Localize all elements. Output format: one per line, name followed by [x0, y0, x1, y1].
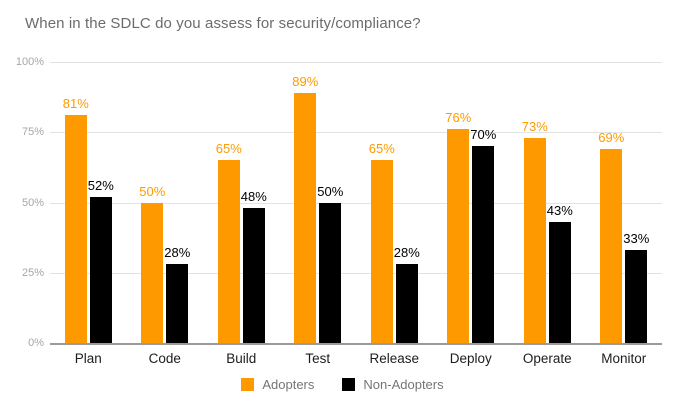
- bar-group-operate: 73% 43%: [509, 62, 586, 343]
- bar-group-test: 89% 50%: [280, 62, 357, 343]
- bar-value-label: 89%: [292, 73, 319, 89]
- legend-swatch-adopters: [241, 378, 255, 391]
- y-axis-tick-label: 100%: [15, 56, 44, 68]
- bar-value-label: 73%: [521, 118, 548, 134]
- bar-non-adopters-build[interactable]: 48%: [241, 189, 267, 343]
- bar-non-adopters-release[interactable]: 28%: [394, 245, 420, 343]
- y-axis-tick-label: 25%: [21, 266, 44, 279]
- bar-value-label: 65%: [368, 141, 395, 157]
- bar-value-label: 50%: [139, 183, 166, 199]
- bar-group-monitor: 69% 33%: [586, 62, 663, 343]
- bar-value-label: 43%: [546, 203, 573, 219]
- legend-label: Adopters: [262, 377, 315, 392]
- bar-group-build: 65% 48%: [203, 62, 280, 343]
- bar-value-label: 33%: [623, 231, 650, 247]
- bar-group-deploy: 76% 70%: [433, 62, 510, 343]
- plot-area: 81% 52% 50% 28% 65% 48% 89% 50% 65% 28% 76% 70% 73% 4…: [50, 62, 663, 345]
- bar-group-release: 65% 28%: [356, 62, 433, 343]
- bar-adopters-build[interactable]: 65%: [216, 141, 242, 343]
- bar-non-adopters-test[interactable]: 50%: [317, 184, 343, 343]
- x-axis-label-monitor: Monitor: [601, 351, 647, 366]
- x-axis-label-plan: Plan: [74, 351, 102, 366]
- bar-value-label: 28%: [164, 245, 191, 261]
- x-axis-label-release: Release: [369, 351, 420, 366]
- bar-value-label: 52%: [87, 177, 114, 193]
- bar-adopters-code[interactable]: 50%: [139, 184, 165, 343]
- gridline: [50, 132, 662, 134]
- y-axis-tick-label: 0%: [28, 337, 44, 349]
- x-axis-label-deploy: Deploy: [449, 351, 492, 366]
- bar-value-label: 50%: [317, 183, 344, 199]
- bar-value-label: 65%: [215, 141, 242, 157]
- bar-group-code: 50% 28%: [127, 62, 204, 343]
- gridline: [50, 272, 662, 274]
- x-axis-label-operate: Operate: [522, 351, 572, 366]
- legend: Adopters Non-Adopters: [0, 377, 685, 392]
- bar-group-plan: 81% 52%: [50, 62, 127, 343]
- bar-value-label: 81%: [62, 96, 89, 112]
- y-axis-tick-label: 75%: [21, 126, 44, 139]
- bar-value-label: 69%: [598, 130, 625, 146]
- bar-adopters-release[interactable]: 65%: [369, 141, 395, 343]
- bar-adopters-monitor[interactable]: 69%: [598, 130, 624, 343]
- y-axis-tick-label: 50%: [21, 196, 44, 209]
- bar-non-adopters-code[interactable]: 28%: [164, 245, 190, 343]
- bar-value-label: 28%: [393, 245, 420, 261]
- bar-non-adopters-operate[interactable]: 43%: [547, 203, 573, 343]
- x-axis-baseline: [50, 343, 662, 345]
- bar-adopters-deploy[interactable]: 76%: [445, 110, 471, 343]
- bar-value-label: 48%: [240, 189, 267, 205]
- bar-adopters-plan[interactable]: 81%: [63, 96, 89, 343]
- legend-label: Non-Adopters: [363, 377, 444, 392]
- x-axis-label-code: Code: [148, 351, 181, 366]
- x-axis-label-build: Build: [226, 351, 257, 366]
- bar-value-label: 70%: [470, 127, 497, 143]
- x-axis: Plan Code Build Test Release Deploy Operate Mon…: [50, 351, 662, 366]
- legend-item-non-adopters[interactable]: Non-Adopters: [342, 377, 444, 392]
- bar-non-adopters-monitor[interactable]: 33%: [623, 231, 649, 343]
- bar-non-adopters-plan[interactable]: 52%: [88, 178, 114, 343]
- bar-adopters-operate[interactable]: 73%: [522, 119, 548, 343]
- x-axis-label-test: Test: [305, 351, 331, 366]
- bar-adopters-test[interactable]: 89%: [292, 74, 318, 343]
- gridline: [50, 62, 662, 63]
- legend-swatch-non-adopters: [342, 378, 356, 391]
- gridline: [50, 202, 662, 204]
- bar-value-label: 76%: [445, 110, 472, 126]
- bar-non-adopters-deploy[interactable]: 70%: [470, 127, 496, 343]
- legend-item-adopters[interactable]: Adopters: [241, 377, 314, 392]
- chart-title: When in the SDLC do you assess for secur…: [25, 15, 421, 32]
